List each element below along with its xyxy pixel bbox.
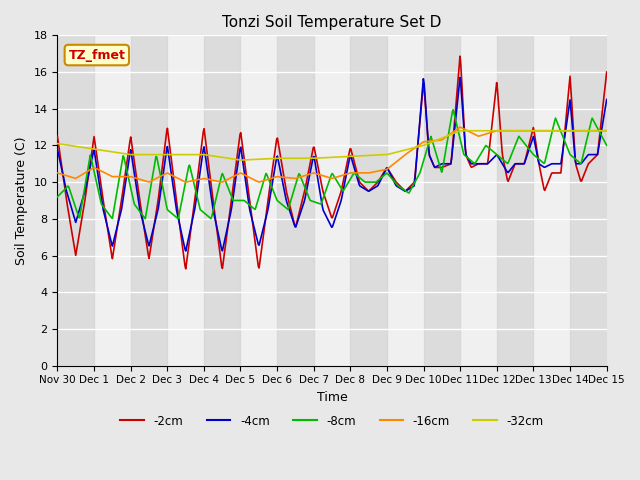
Bar (570, 36, 607, 366)
Bar (58, 36, 94, 366)
Bar (497, 36, 534, 366)
Bar (350, 36, 387, 366)
Legend: -2cm, -4cm, -8cm, -16cm, -32cm: -2cm, -4cm, -8cm, -16cm, -32cm (116, 410, 548, 432)
X-axis label: Time: Time (317, 391, 348, 404)
Bar (277, 36, 314, 366)
Text: TZ_fmet: TZ_fmet (68, 48, 125, 61)
Bar (131, 36, 167, 366)
Bar (204, 36, 241, 366)
Bar (424, 36, 460, 366)
Y-axis label: Soil Temperature (C): Soil Temperature (C) (15, 136, 28, 264)
Title: Tonzi Soil Temperature Set D: Tonzi Soil Temperature Set D (222, 15, 442, 30)
